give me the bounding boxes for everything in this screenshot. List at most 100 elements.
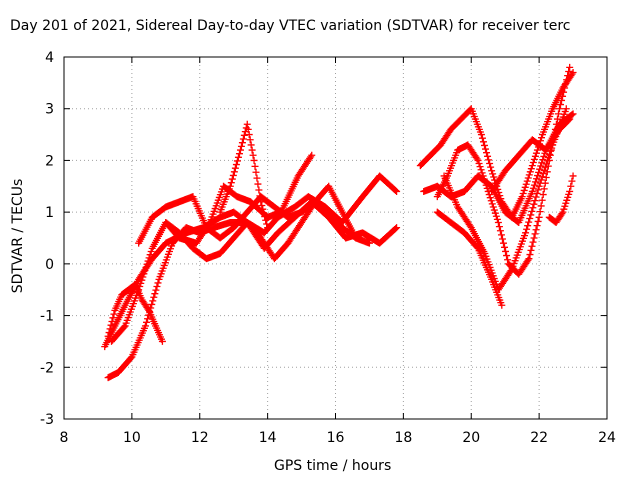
data-point-marker xyxy=(538,159,546,167)
data-point-marker xyxy=(253,174,261,182)
data-point-marker xyxy=(534,186,542,194)
data-point-marker xyxy=(229,171,237,179)
data-point-marker xyxy=(489,170,497,178)
data-point-marker xyxy=(525,218,533,226)
data-point-marker xyxy=(490,173,498,181)
data-point-marker xyxy=(496,227,504,235)
data-point-marker xyxy=(545,154,553,162)
data-point-marker xyxy=(483,184,491,192)
data-point-marker xyxy=(562,105,570,113)
data-point-marker xyxy=(393,187,401,195)
data-point-marker xyxy=(523,225,531,233)
data-point-marker xyxy=(263,220,271,228)
data-point-marker xyxy=(535,213,543,221)
y-tick-label: 2 xyxy=(45,153,54,169)
data-point-marker xyxy=(568,177,576,185)
data-point-marker xyxy=(308,151,316,159)
x-axis-label: GPS time / hours xyxy=(274,458,392,474)
data-point-marker xyxy=(232,161,240,169)
data-point-marker xyxy=(250,156,258,164)
data-point-marker xyxy=(474,156,482,164)
data-point-marker xyxy=(244,125,252,133)
data-point-marker xyxy=(569,110,577,118)
data-point-marker xyxy=(529,184,537,192)
data-point-marker xyxy=(493,215,501,223)
data-point-marker xyxy=(231,164,239,172)
data-point-marker xyxy=(480,175,488,183)
data-point-marker xyxy=(531,230,539,238)
data-point-marker xyxy=(234,153,242,161)
data-point-marker xyxy=(151,290,159,298)
data-point-marker xyxy=(529,204,537,212)
data-point-marker xyxy=(539,156,547,164)
data-point-marker xyxy=(478,169,486,177)
data-point-marker xyxy=(543,157,551,165)
data-point-marker xyxy=(522,229,530,237)
data-point-marker xyxy=(526,168,534,176)
data-point-marker xyxy=(528,187,536,195)
data-point-marker xyxy=(479,138,487,146)
data-point-marker xyxy=(527,246,535,254)
data-point-marker xyxy=(247,141,255,149)
data-point-marker xyxy=(533,146,541,154)
data-point-marker xyxy=(531,152,539,160)
data-point-marker xyxy=(227,179,235,187)
data-point-marker xyxy=(158,337,166,345)
data-point-marker xyxy=(252,168,260,176)
data-point-marker xyxy=(540,166,548,174)
data-point-marker xyxy=(524,256,532,264)
x-tick-labels: 8 10 12 14 16 18 20 22 24 xyxy=(60,430,616,446)
series-sat-f xyxy=(162,182,360,263)
data-point-marker xyxy=(528,207,536,215)
data-point-marker xyxy=(127,354,135,362)
data-point-marker xyxy=(501,243,509,251)
data-point-marker xyxy=(530,181,538,189)
data-point-marker xyxy=(486,194,494,202)
y-tick-label: 3 xyxy=(45,102,54,118)
y-tick-labels: -3 -2 -1 0 1 2 3 4 xyxy=(40,50,54,428)
data-point-marker xyxy=(148,300,156,308)
data-point-marker xyxy=(566,63,574,71)
data-point-marker xyxy=(569,69,577,77)
y-tick-label: -2 xyxy=(40,360,54,376)
data-point-marker xyxy=(235,150,243,158)
data-point-marker xyxy=(560,88,568,96)
data-point-marker xyxy=(488,200,496,208)
data-point-marker xyxy=(563,76,571,84)
data-point-marker xyxy=(540,185,548,193)
data-point-marker xyxy=(526,251,534,259)
data-point-marker xyxy=(473,243,481,251)
data-point-marker xyxy=(485,156,493,164)
data-point-marker xyxy=(239,135,247,143)
data-point-marker xyxy=(255,186,263,194)
data-point-marker xyxy=(518,193,526,201)
data-point-marker xyxy=(564,72,572,80)
data-point-marker xyxy=(541,163,549,171)
data-point-marker xyxy=(490,206,498,214)
series-sat-l xyxy=(433,208,506,309)
data-point-marker xyxy=(258,201,266,209)
data-point-marker xyxy=(525,171,533,179)
data-point-marker xyxy=(483,149,491,157)
data-point-marker xyxy=(108,317,116,325)
data-point-marker xyxy=(537,162,545,170)
data-point-marker xyxy=(352,234,360,242)
data-point-marker xyxy=(559,92,567,100)
data-point-marker xyxy=(251,162,259,170)
data-point-marker xyxy=(538,173,546,181)
data-point-marker xyxy=(142,263,150,271)
data-point-marker xyxy=(237,142,245,150)
data-point-marker xyxy=(569,172,577,180)
data-point-marker xyxy=(154,279,162,287)
data-point-marker xyxy=(566,187,574,195)
data-point-marker xyxy=(257,198,265,206)
data-point-marker xyxy=(245,131,253,139)
data-point-marker xyxy=(529,158,537,166)
data-point-marker xyxy=(552,120,560,128)
data-point-marker xyxy=(480,141,488,149)
data-point-marker xyxy=(547,147,555,155)
x-tick-label: 22 xyxy=(530,430,548,446)
data-point-marker xyxy=(534,217,542,225)
data-point-marker xyxy=(479,172,487,180)
